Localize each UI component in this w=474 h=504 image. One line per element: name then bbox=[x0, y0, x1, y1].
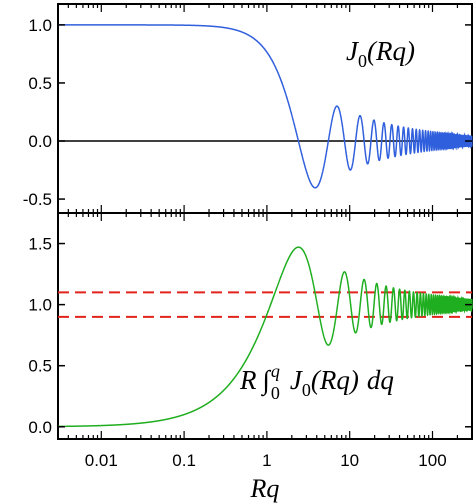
bottom-formula-label: R ∫q 0 J0(Rq) dq bbox=[239, 361, 394, 403]
top-ytick-label: 0.0 bbox=[28, 132, 52, 151]
bottom-ytick-label: 0.5 bbox=[28, 357, 52, 376]
bottom-ytick-label: 0.0 bbox=[28, 418, 52, 437]
integral-curve bbox=[58, 246, 473, 428]
x-axis-title: Rq bbox=[250, 474, 280, 503]
j0-curve bbox=[58, 24, 473, 189]
top-ytick-label: 1.0 bbox=[28, 16, 52, 35]
x-tick-label: 0.01 bbox=[85, 451, 118, 470]
x-tick-label: 100 bbox=[418, 451, 446, 470]
x-tick-label: 10 bbox=[340, 451, 359, 470]
x-tick-label: 1 bbox=[262, 451, 271, 470]
top-formula-label: J0(Rq) bbox=[346, 36, 415, 71]
bottom-ytick-label: 1.0 bbox=[28, 296, 52, 315]
bottom-ytick-label: 1.5 bbox=[28, 235, 52, 254]
bottom-panel-frame bbox=[57, 212, 473, 440]
x-tick-label: 0.1 bbox=[172, 451, 196, 470]
top-ytick-label: 0.5 bbox=[28, 74, 52, 93]
top-ytick-label: -0.5 bbox=[23, 190, 52, 209]
